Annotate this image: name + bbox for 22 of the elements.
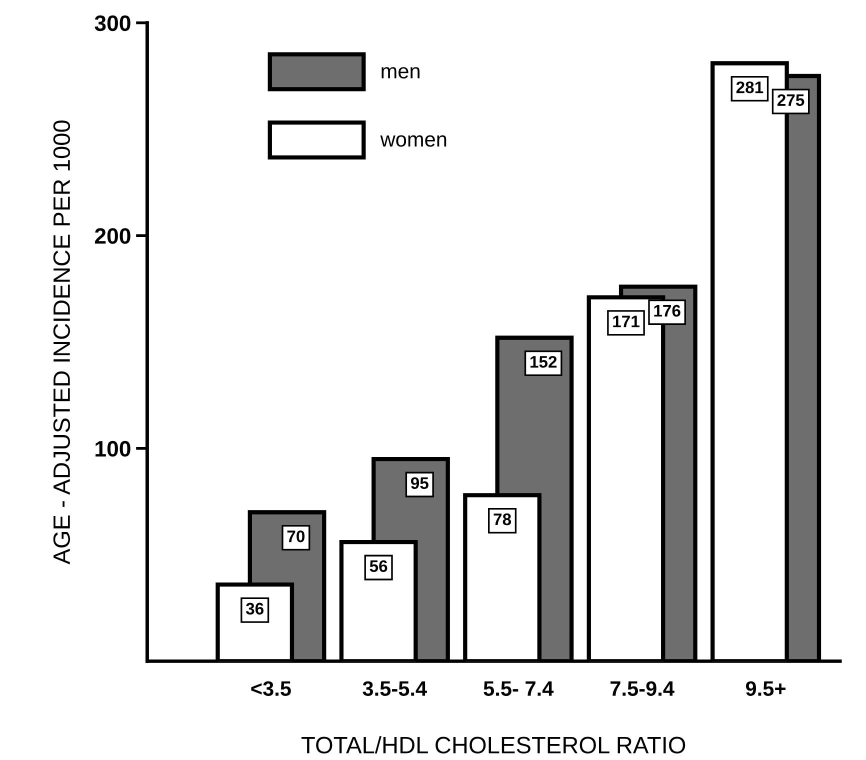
x-tick-label: 3.5-5.4	[362, 681, 427, 696]
legend-label: women	[380, 135, 446, 147]
data-label: 152	[530, 356, 557, 368]
data-label: 56	[370, 560, 388, 572]
data-label: 275	[777, 94, 804, 106]
data-label: 95	[410, 477, 428, 490]
data-label: 171	[613, 316, 640, 328]
data-label: 281	[736, 81, 764, 94]
data-label: 78	[494, 513, 512, 526]
x-tick-label: 5.5- 7.4	[484, 681, 554, 696]
x-tick-label: 7.5-9.4	[610, 681, 674, 696]
x-axis-title: TOTAL/HDL CHOLESTEROL RATIO	[302, 736, 686, 754]
legend-label: men	[382, 67, 420, 78]
y-tick-label: 300	[94, 15, 130, 32]
x-tick-label: <3.5	[251, 681, 291, 696]
y-tick-label: 100	[96, 440, 130, 457]
data-label: 36	[246, 602, 264, 615]
y-axis-title: AGE - ADJUSTED INCIDENCE PER 1000	[53, 120, 70, 564]
data-label: 70	[287, 530, 305, 542]
x-tick-label: 9.5+	[746, 681, 786, 696]
data-label: 176	[654, 304, 680, 317]
y-tick-label: 200	[94, 228, 130, 244]
